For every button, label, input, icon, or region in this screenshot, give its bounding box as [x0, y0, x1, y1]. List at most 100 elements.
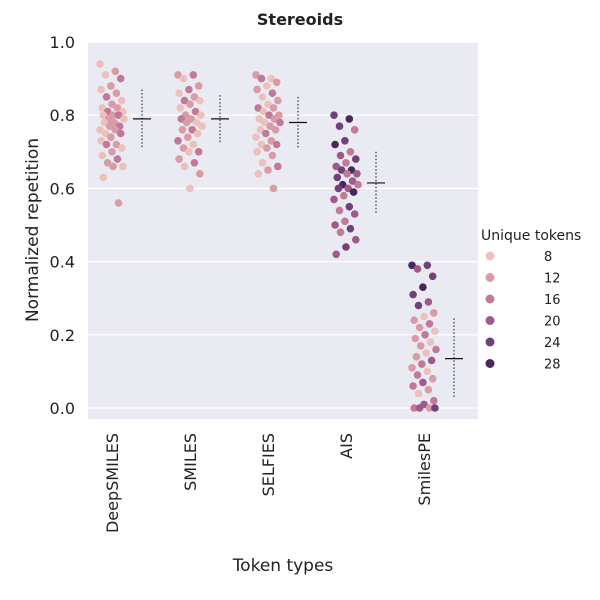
data-point — [116, 74, 125, 83]
data-point — [263, 82, 271, 90]
x-axis-ticks: DeepSMILES SMILES SELFIES AIS SmilesPE — [103, 433, 434, 533]
data-point — [264, 100, 272, 108]
data-point — [253, 148, 261, 156]
data-point — [194, 148, 203, 156]
data-point — [342, 243, 350, 251]
data-point — [353, 170, 361, 178]
data-point — [99, 111, 108, 119]
data-point — [196, 170, 204, 178]
data-point — [198, 122, 206, 130]
data-point — [335, 122, 344, 130]
data-points — [96, 60, 440, 412]
data-point — [332, 162, 341, 171]
data-point — [103, 159, 112, 167]
data-point — [108, 100, 116, 108]
x-tick-label: SMILES — [181, 433, 200, 491]
data-point — [252, 133, 260, 141]
data-point — [343, 170, 351, 178]
data-point — [352, 235, 360, 244]
data-point — [421, 331, 429, 339]
data-point — [97, 137, 105, 145]
legend-label: 24 — [544, 336, 561, 351]
data-point — [197, 111, 205, 119]
data-point — [425, 404, 434, 412]
data-point — [341, 137, 349, 145]
data-point — [410, 316, 419, 325]
data-point — [107, 82, 115, 90]
data-point — [432, 345, 440, 354]
data-point — [423, 367, 432, 376]
legend-swatch — [485, 251, 495, 261]
data-point — [257, 74, 266, 83]
legend-label: 8 — [544, 250, 552, 265]
data-point — [267, 74, 276, 83]
data-point — [264, 166, 272, 174]
data-point — [113, 104, 122, 112]
data-point — [186, 184, 194, 193]
data-point — [274, 96, 282, 105]
y-axis-label: Normalized repetition — [23, 138, 43, 322]
data-point — [408, 364, 416, 372]
data-point — [180, 162, 189, 171]
data-point — [175, 89, 183, 97]
data-point — [182, 118, 191, 127]
data-point — [253, 85, 261, 94]
data-point — [350, 126, 359, 134]
data-point — [192, 118, 201, 127]
data-point — [428, 374, 437, 383]
data-point — [336, 228, 345, 237]
data-point — [258, 93, 267, 101]
legend: Unique tokens 8 12 16 20 24 28 — [481, 228, 581, 373]
data-point — [337, 166, 346, 174]
data-point — [419, 378, 427, 387]
data-point — [335, 206, 344, 215]
data-point — [262, 129, 270, 138]
data-point — [263, 144, 271, 152]
data-point — [101, 71, 110, 79]
data-point — [350, 210, 359, 218]
data-point — [409, 290, 417, 299]
data-point — [177, 115, 186, 123]
data-point — [268, 89, 277, 97]
data-point — [111, 67, 120, 76]
gridlines — [88, 41, 478, 409]
data-point — [116, 129, 125, 138]
data-point — [255, 115, 264, 123]
legend-label: 12 — [544, 272, 561, 287]
data-point — [410, 404, 419, 412]
data-point — [112, 140, 121, 149]
data-point — [345, 202, 354, 211]
y-tick-label: 0.8 — [50, 106, 75, 125]
data-point — [102, 93, 111, 101]
data-point — [175, 155, 183, 163]
legend-title: Unique tokens — [481, 228, 581, 244]
data-point — [184, 133, 192, 141]
data-point — [107, 133, 115, 141]
data-point — [108, 148, 116, 156]
data-point — [269, 184, 278, 193]
data-point — [420, 312, 428, 321]
data-point — [180, 96, 189, 105]
data-point — [342, 159, 350, 167]
data-point — [272, 140, 281, 149]
legend-label: 16 — [544, 293, 561, 308]
data-point — [113, 155, 122, 163]
data-point — [109, 162, 117, 171]
data-point — [424, 385, 433, 394]
data-point — [346, 224, 355, 233]
data-point — [428, 272, 437, 281]
data-point — [96, 126, 104, 134]
data-point — [106, 122, 114, 130]
data-point — [415, 404, 424, 412]
data-point — [419, 283, 427, 292]
data-point — [352, 155, 360, 163]
data-point — [425, 320, 434, 328]
data-point — [98, 104, 106, 112]
y-tick-label: 0.0 — [50, 399, 75, 418]
data-point — [191, 107, 200, 116]
data-point — [354, 180, 362, 189]
data-point — [422, 349, 431, 357]
x-tick-label: SmilesPE — [415, 433, 434, 506]
summary-markers — [133, 89, 463, 399]
data-point — [412, 353, 421, 361]
